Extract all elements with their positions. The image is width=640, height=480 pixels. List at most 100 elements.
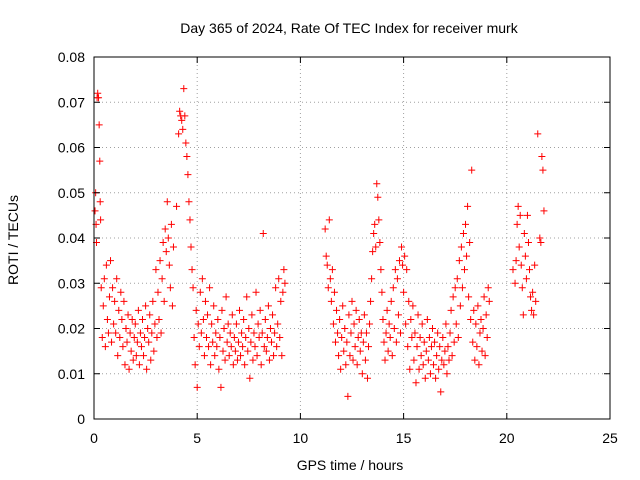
data-point (246, 374, 254, 382)
data-point (105, 293, 113, 301)
data-point (164, 234, 172, 242)
data-point (150, 347, 158, 355)
data-point (456, 302, 464, 310)
data-point (198, 275, 206, 283)
data-point (360, 311, 368, 319)
data-point (229, 361, 237, 369)
data-point (269, 311, 277, 319)
data-point (259, 229, 267, 237)
data-point (327, 297, 335, 305)
data-point (111, 297, 119, 305)
data-point (220, 325, 228, 332)
data-point (372, 243, 380, 251)
data-point (132, 352, 140, 360)
data-point (359, 338, 367, 346)
data-point (390, 325, 398, 332)
data-point (397, 329, 405, 337)
data-point (367, 297, 375, 305)
data-point (273, 343, 281, 351)
data-point (381, 356, 389, 364)
data-point (441, 347, 449, 355)
data-point (240, 315, 248, 323)
data-point (398, 243, 406, 251)
data-point (239, 343, 247, 351)
data-point (96, 198, 104, 206)
data-point (345, 311, 353, 319)
data-point (376, 239, 384, 247)
y-tick-label: 0.05 (58, 185, 85, 201)
data-point (139, 315, 147, 323)
data-point (184, 171, 192, 179)
data-point (330, 288, 338, 296)
data-point (408, 334, 416, 342)
data-point (134, 306, 142, 314)
data-point (331, 338, 339, 346)
data-point (443, 370, 451, 378)
data-point (438, 356, 446, 364)
data-point (191, 361, 199, 369)
data-point (223, 338, 231, 346)
data-point (155, 315, 163, 323)
data-point (141, 334, 149, 342)
data-point (466, 239, 474, 247)
data-point (189, 284, 197, 292)
data-point (334, 329, 342, 337)
data-point (440, 361, 448, 369)
data-point (202, 334, 210, 342)
y-tick-label: 0.02 (58, 321, 85, 337)
data-point (460, 266, 468, 274)
data-point (446, 329, 454, 337)
data-point (425, 334, 433, 342)
data-point (459, 229, 467, 237)
chart-title: Day 365 of 2024, Rate Of TEC Index for r… (180, 20, 518, 36)
data-point (536, 234, 544, 242)
data-point (145, 338, 153, 346)
data-point (151, 320, 159, 328)
data-point (204, 311, 212, 319)
data-point (471, 356, 479, 364)
data-point (511, 279, 519, 287)
data-point (215, 365, 223, 373)
data-point (218, 306, 226, 314)
x-tick-label: 5 (193, 430, 201, 446)
data-point (224, 320, 232, 328)
data-point (231, 347, 239, 355)
data-point (413, 343, 421, 351)
data-point (242, 334, 250, 342)
data-point (338, 334, 346, 342)
data-point (162, 248, 170, 256)
data-point (530, 311, 538, 319)
data-point (464, 202, 472, 210)
data-point (120, 297, 128, 305)
data-point (214, 315, 222, 323)
data-point (146, 311, 154, 319)
data-point (526, 266, 534, 274)
data-point (478, 347, 486, 355)
data-point (321, 225, 329, 233)
data-point (352, 306, 360, 314)
data-point (326, 275, 334, 283)
y-tick-label: 0.08 (58, 49, 85, 65)
data-point (186, 216, 194, 224)
data-point (472, 320, 480, 328)
data-point (517, 261, 525, 269)
data-point (394, 311, 402, 319)
data-point (219, 347, 227, 355)
data-point (377, 266, 385, 274)
data-point (485, 297, 493, 305)
data-point (414, 311, 422, 319)
data-point (152, 266, 160, 274)
data-point (416, 334, 424, 342)
data-point (534, 130, 542, 138)
data-point (208, 320, 216, 328)
data-point (222, 293, 230, 301)
data-point (123, 338, 131, 346)
data-point (348, 297, 356, 305)
data-point (370, 229, 378, 237)
data-point (253, 352, 261, 360)
data-point (185, 198, 193, 206)
data-point (358, 370, 366, 378)
y-tick-label: 0.01 (58, 366, 85, 382)
data-point (538, 153, 546, 161)
data-point (97, 216, 105, 224)
